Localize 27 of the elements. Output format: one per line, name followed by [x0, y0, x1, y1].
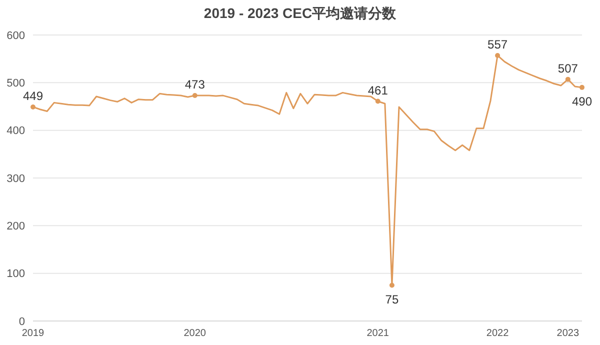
y-tick-label: 0	[18, 316, 25, 328]
y-tick-label: 600	[6, 30, 25, 42]
x-tick-label: 2023	[556, 328, 580, 340]
x-tick-label: 2021	[366, 328, 390, 340]
x-tick-label: 2020	[184, 328, 206, 340]
data-label: 490	[572, 94, 592, 108]
data-label: 473	[184, 78, 206, 92]
data-label: 449	[22, 88, 44, 103]
point	[580, 84, 584, 90]
point	[565, 76, 570, 82]
data-label: 557	[488, 37, 508, 52]
data-label: 507	[558, 61, 578, 76]
point	[375, 98, 380, 104]
chart-title: 2019 - 2023 CEC平均邀请分数	[202, 5, 398, 23]
y-tick-label: 300	[6, 172, 25, 185]
x-tick-label: 2022	[486, 328, 510, 340]
data-label: 461	[368, 83, 388, 98]
x-tick-label: 2019	[22, 328, 45, 340]
point	[389, 282, 394, 288]
y-tick-label: 400	[6, 125, 25, 138]
data-label: 75	[385, 292, 399, 306]
point	[30, 104, 36, 110]
y-tick-label: 200	[6, 220, 25, 233]
y-tick-label: 100	[6, 268, 25, 280]
y-tick-label: 500	[6, 78, 25, 90]
point	[192, 93, 198, 98]
point	[495, 52, 500, 58]
